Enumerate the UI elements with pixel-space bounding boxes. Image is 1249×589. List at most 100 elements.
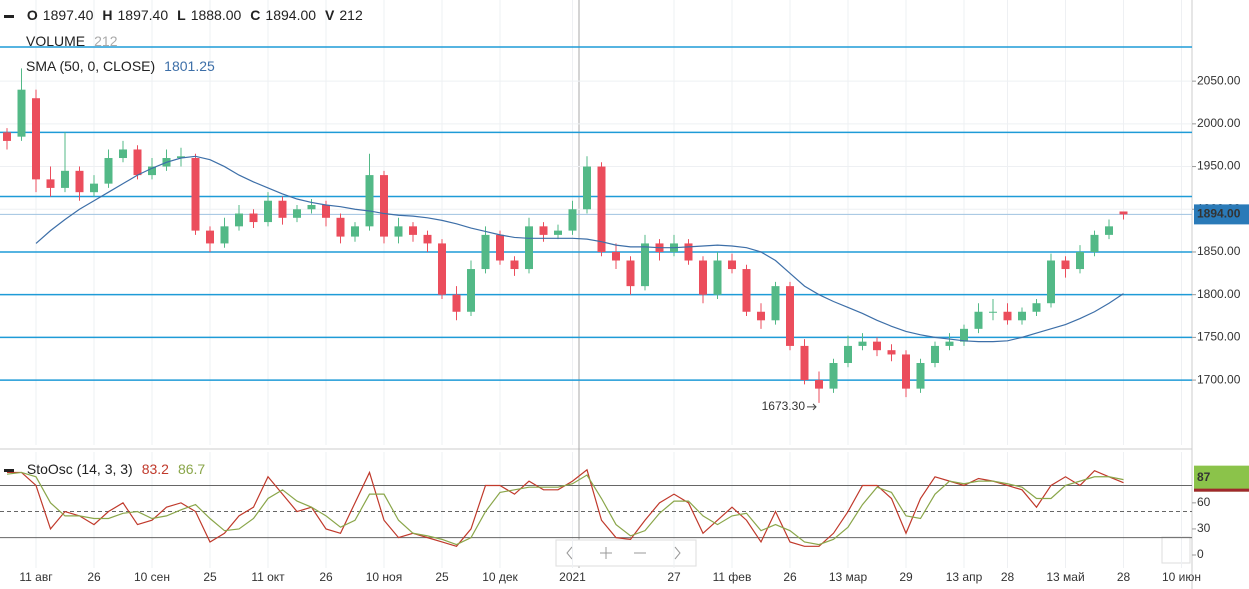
candle-body xyxy=(3,132,11,141)
series-line xyxy=(35,155,1124,343)
x-tick-label: 13 апр xyxy=(946,570,983,584)
candle-body xyxy=(61,170,69,188)
y-tick-label: 1800.00 xyxy=(1197,287,1241,301)
nav-left[interactable] xyxy=(566,546,573,560)
x-tick-label: 29 xyxy=(899,570,913,584)
candle-body xyxy=(873,341,881,351)
x-tick-label: 26 xyxy=(319,570,333,584)
candle-body xyxy=(945,341,954,346)
candle-body xyxy=(539,226,548,235)
candle-body xyxy=(1003,311,1012,321)
candle-body xyxy=(438,243,446,295)
series-line xyxy=(6,471,1124,546)
nav-buttons xyxy=(555,536,1191,567)
x-tick-label: 28 xyxy=(1117,570,1131,584)
candle-body xyxy=(496,234,504,261)
candle-body xyxy=(554,230,562,235)
ohlc-value: 212 xyxy=(339,7,363,23)
annotation-arrow xyxy=(807,403,817,411)
candle-body xyxy=(249,213,258,223)
candle-body xyxy=(293,209,301,218)
x-tick-label: 25 xyxy=(435,570,449,584)
candle-body xyxy=(264,200,272,223)
candle-body xyxy=(191,158,200,231)
x-tick-label: 25 xyxy=(203,570,217,584)
candle-body xyxy=(220,226,229,244)
candle-body xyxy=(278,200,287,218)
candle-body xyxy=(902,354,910,389)
series-line xyxy=(7,468,1124,548)
candle-body xyxy=(612,251,620,261)
ohlc-key: O xyxy=(26,7,38,23)
candle-body xyxy=(17,89,26,137)
price-label: 1894.00 xyxy=(1197,207,1241,221)
candle-body xyxy=(742,269,751,312)
y-tick-label: 1750.00 xyxy=(1197,330,1241,344)
candle-body xyxy=(322,204,330,218)
candle-body xyxy=(916,363,925,389)
x-tick-label: 10 дек xyxy=(482,570,518,584)
sma-name: SMA (50, 0, CLOSE) xyxy=(26,58,156,74)
candle-body xyxy=(844,345,852,364)
ohlc-value: 1897.40 xyxy=(117,7,169,23)
x-tick-label: 26 xyxy=(783,570,797,584)
candle-body xyxy=(452,294,461,312)
candle-body xyxy=(786,286,794,346)
candle-body xyxy=(481,234,490,270)
ohlc-key: L xyxy=(177,7,186,23)
annotation: 1673.30 xyxy=(762,399,806,413)
candle-body xyxy=(104,158,113,184)
y-tick-label: 60 xyxy=(1197,495,1211,509)
x-tick-label: 10 ноя xyxy=(366,570,402,584)
stoch-name: StoOsc (14, 3, 3) xyxy=(26,461,133,477)
candle-body xyxy=(365,175,374,227)
sma-value: 1801.25 xyxy=(164,58,215,74)
candle-body xyxy=(684,243,693,261)
candle-body xyxy=(597,166,606,252)
candle-body xyxy=(235,213,243,227)
x-tick-label: 10 июн xyxy=(1162,570,1201,584)
y-tick-label: 0 xyxy=(1197,547,1204,561)
volume-value: 212 xyxy=(94,33,118,49)
nav-zoom-in[interactable] xyxy=(600,547,612,559)
stoch-d: 86.7 xyxy=(177,461,206,477)
candle-body xyxy=(960,328,968,342)
y-tick-label: 2000.00 xyxy=(1197,116,1241,130)
x-tick-label: 10 сен xyxy=(134,570,170,584)
x-tick-label: 28 xyxy=(1001,570,1015,584)
nav-right[interactable] xyxy=(674,546,681,560)
candle-body xyxy=(1061,260,1070,270)
x-tick-label: 11 окт xyxy=(251,570,285,584)
volume-name: VOLUME xyxy=(26,33,86,49)
ohlc-key: V xyxy=(325,7,335,23)
candle-body xyxy=(32,98,40,180)
candle-body xyxy=(467,269,475,312)
volume-legend: VOLUME 212 xyxy=(26,33,126,49)
marker-box xyxy=(1194,465,1249,492)
nav-bar xyxy=(555,539,697,567)
candle-body xyxy=(757,311,765,321)
candle-body xyxy=(1018,311,1026,321)
candle-body xyxy=(177,156,185,159)
stoch-legend: StoOsc (14, 3, 3) 83.2 86.7 xyxy=(4,461,214,477)
reset-button[interactable] xyxy=(1161,536,1191,564)
candle-body xyxy=(148,166,156,176)
candle-body xyxy=(568,209,577,231)
candle-body xyxy=(887,350,896,355)
candle-body xyxy=(75,170,84,193)
sma-legend: SMA (50, 0, CLOSE) 1801.25 xyxy=(26,58,224,74)
x-tick-label: 11 фев xyxy=(713,570,752,584)
x-tick-label: 11 авг xyxy=(19,570,53,584)
candle-body xyxy=(423,234,432,244)
candle-body xyxy=(713,260,722,295)
candle-body xyxy=(336,217,345,237)
ohlc-legend: O 1897.40 H 1897.40 L 1888.00 C 1894.00 V 212 xyxy=(4,7,381,23)
ohlc-value: 1894.00 xyxy=(265,7,317,23)
x-tick-label: 27 xyxy=(667,570,681,584)
candle-body xyxy=(583,166,591,210)
marker-stripe xyxy=(1194,488,1249,492)
y-tick-label: 1950.00 xyxy=(1197,159,1241,173)
candle-body xyxy=(815,380,823,389)
